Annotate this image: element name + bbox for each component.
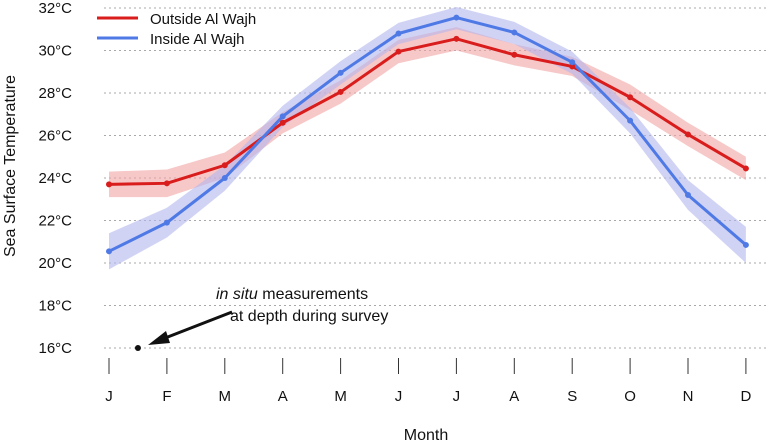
- x-tick-label: A: [509, 388, 519, 405]
- x-tick-label: D: [740, 388, 751, 405]
- annotation-italic: in situ: [216, 286, 258, 303]
- point-inside: [337, 69, 344, 76]
- in-situ-point: [134, 345, 141, 351]
- point-inside: [163, 219, 170, 226]
- point-inside: [453, 14, 460, 21]
- point-outside: [511, 51, 518, 58]
- x-tick-label: N: [683, 388, 694, 405]
- series-points: [106, 14, 749, 255]
- point-inside: [627, 117, 634, 124]
- point-outside: [395, 48, 402, 55]
- x-tick-label: M: [334, 388, 347, 405]
- point-outside: [453, 35, 460, 42]
- annotation-line1-rest: measurements: [258, 286, 368, 303]
- y-tick-label: 32°C: [38, 0, 72, 17]
- point-inside: [685, 192, 691, 198]
- y-tick-label: 28°C: [38, 85, 72, 102]
- x-tick-label: O: [624, 388, 636, 405]
- annotation-line2: at depth during survey: [230, 308, 388, 325]
- annotation-line1: in situ measurements: [216, 286, 368, 303]
- point-inside: [106, 248, 112, 255]
- x-tick-label: S: [567, 388, 577, 405]
- y-tick-label: 26°C: [38, 128, 72, 145]
- line-outside: [108, 37, 747, 186]
- x-tick-label: J: [453, 388, 461, 405]
- point-outside: [221, 162, 228, 169]
- point-outside: [627, 94, 634, 101]
- annotation: in situ measurements at depth during sur…: [134, 286, 388, 351]
- point-inside: [221, 175, 228, 181]
- legend-label-outside: Outside Al Wajh: [150, 11, 256, 28]
- point-inside: [569, 59, 576, 66]
- x-tick-label: J: [395, 388, 403, 405]
- point-inside: [742, 241, 749, 248]
- point-inside: [279, 113, 286, 120]
- point-outside: [685, 131, 691, 138]
- y-tick-label: 30°C: [38, 43, 72, 60]
- y-tick-labels: 16°C 18°C 20°C 22°C 24°C 26°C 28°C 30°C 32°C: [38, 0, 72, 357]
- legend-label-inside: Inside Al Wajh: [150, 31, 245, 48]
- point-inside: [511, 29, 518, 36]
- x-tick-label: M: [219, 388, 232, 405]
- point-outside: [279, 119, 286, 126]
- y-tick-label: 24°C: [38, 170, 72, 187]
- line-inside: [108, 16, 747, 253]
- series-lines: [108, 16, 747, 253]
- point-outside: [742, 165, 749, 172]
- point-outside: [163, 180, 170, 187]
- point-outside: [106, 181, 112, 188]
- annotation-arrow-head: [148, 331, 170, 345]
- point-inside: [395, 30, 402, 37]
- x-tick-label: A: [278, 388, 288, 405]
- legend: Outside Al Wajh Inside Al Wajh: [97, 11, 256, 48]
- y-tick-label: 22°C: [38, 213, 72, 230]
- x-tick-label: J: [105, 388, 113, 405]
- x-axis-title: Month: [404, 427, 448, 444]
- y-axis-title: Sea Surface Temperature: [2, 75, 19, 257]
- point-outside: [569, 63, 576, 70]
- x-tick-label: F: [162, 388, 171, 405]
- y-tick-label: 16°C: [38, 340, 72, 357]
- annotation-arrow-shaft: [159, 310, 233, 342]
- y-tick-label: 18°C: [38, 298, 72, 315]
- point-outside: [337, 88, 344, 95]
- y-tick-label: 20°C: [38, 255, 72, 272]
